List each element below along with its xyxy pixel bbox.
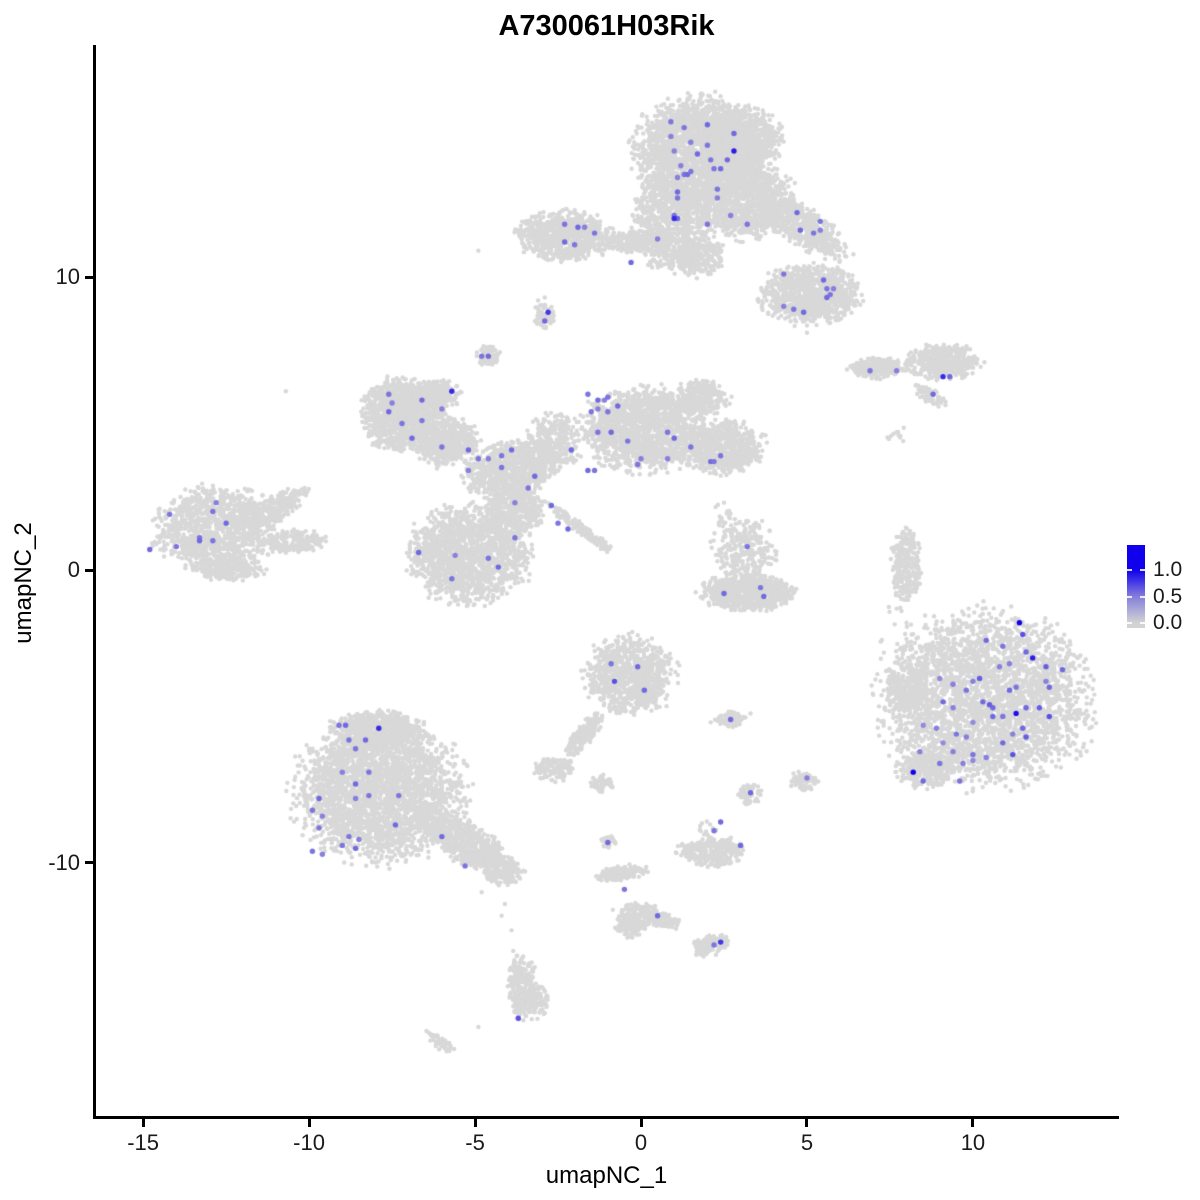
y-tick-label: 10 bbox=[55, 264, 80, 290]
y-tick-mark bbox=[85, 275, 93, 279]
legend-tick-mark bbox=[1127, 569, 1132, 571]
x-tick-label: -15 bbox=[127, 1130, 160, 1155]
x-tick-label: -5 bbox=[465, 1130, 485, 1155]
legend-tick-label: 0.0 bbox=[1153, 611, 1183, 634]
x-tick-mark bbox=[639, 1119, 643, 1127]
legend-tick-mark bbox=[1127, 622, 1132, 624]
legend-colorbar bbox=[1127, 545, 1145, 628]
y-tick-mark bbox=[85, 861, 93, 865]
x-tick-label: 5 bbox=[800, 1130, 814, 1155]
x-axis-title: umapNC_1 bbox=[545, 1162, 668, 1189]
x-tick-mark bbox=[307, 1119, 311, 1127]
x-tick-mark bbox=[141, 1119, 145, 1127]
chart-title: A730061H03Rik bbox=[498, 10, 715, 42]
x-tick-label: 0 bbox=[634, 1130, 648, 1155]
legend-tick-label: 0.5 bbox=[1153, 584, 1183, 608]
x-tick-mark bbox=[971, 1119, 975, 1127]
legend-tick-mark bbox=[1140, 622, 1145, 624]
x-tick-label: 10 bbox=[960, 1130, 986, 1155]
x-tick-mark bbox=[473, 1119, 477, 1127]
y-tick-mark bbox=[85, 568, 93, 572]
y-axis-title: umapNC_2 bbox=[10, 522, 37, 644]
legend-tick-mark bbox=[1140, 595, 1145, 598]
x-axis-line bbox=[93, 1116, 1119, 1119]
x-tick-mark bbox=[805, 1119, 809, 1127]
y-tick-label: 0 bbox=[67, 557, 80, 582]
legend-tick-mark bbox=[1140, 569, 1145, 571]
x-tick-label: -10 bbox=[293, 1130, 325, 1155]
y-axis-line bbox=[93, 45, 96, 1119]
legend-tick-mark bbox=[1127, 595, 1132, 598]
legend-tick-label: 1.0 bbox=[1153, 558, 1183, 581]
y-tick-label: -10 bbox=[48, 849, 80, 875]
